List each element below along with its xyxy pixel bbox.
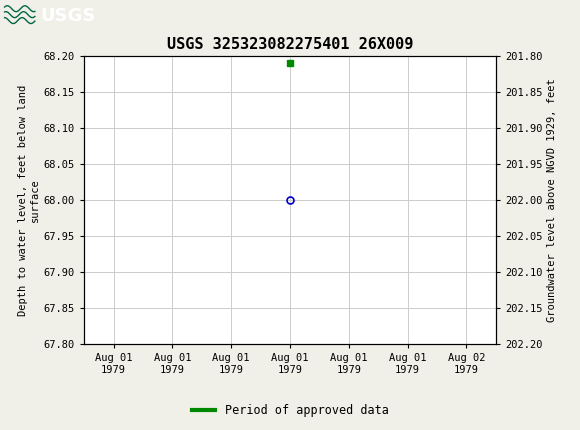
Y-axis label: Groundwater level above NGVD 1929, feet: Groundwater level above NGVD 1929, feet [546,78,557,322]
Text: USGS: USGS [41,7,96,25]
Text: USGS 325323082275401 26X009: USGS 325323082275401 26X009 [167,37,413,52]
Legend: Period of approved data: Period of approved data [187,399,393,422]
Y-axis label: Depth to water level, feet below land
surface: Depth to water level, feet below land su… [18,84,39,316]
